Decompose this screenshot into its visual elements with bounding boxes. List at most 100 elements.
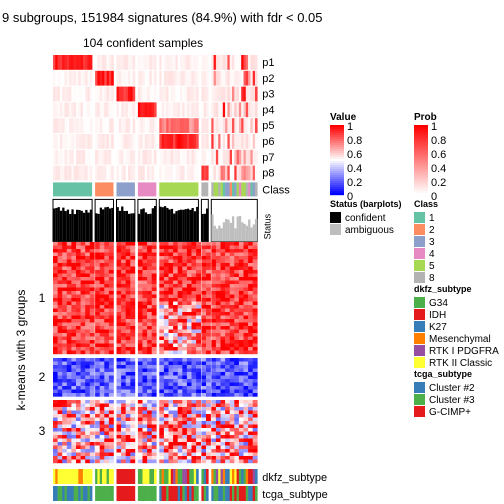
heatmap-cell: [80, 273, 86, 278]
tcga-cell: [222, 486, 226, 501]
prob-cell: [118, 165, 122, 181]
heatmap-cell: [116, 273, 122, 278]
heatmap-cell: [71, 459, 77, 464]
heatmap-cell: [211, 435, 217, 439]
prob-cell: [87, 86, 91, 102]
prob-cell: [170, 165, 174, 181]
heatmap-cell: [76, 273, 81, 278]
heatmap-cell: [229, 417, 235, 422]
prob-cell: [180, 86, 183, 102]
prob-cell: [170, 55, 174, 70]
heatmap-cell: [121, 379, 126, 383]
heatmap-cell: [76, 449, 81, 453]
heatmap-cell: [201, 270, 207, 274]
tcga-legend-swatch: [414, 382, 425, 393]
prob-cell: [248, 102, 251, 118]
heatmap-cell: [121, 336, 126, 341]
heatmap-cell: [248, 358, 253, 362]
heatmap-cell: [234, 294, 240, 299]
heatmap-cell: [229, 312, 235, 316]
prob-cell: [108, 165, 112, 181]
heatmap-cell: [85, 382, 91, 387]
heatmap-cell: [80, 358, 86, 362]
prob-cell: [238, 70, 242, 86]
heatmap-cell: [71, 403, 77, 408]
prob-cell: [130, 102, 133, 118]
heatmap-cell: [142, 407, 148, 411]
heatmap-cell: [229, 326, 235, 330]
heatmap-cell: [142, 340, 148, 344]
heatmap-cell: [151, 372, 157, 376]
status-bar: [173, 213, 176, 242]
heatmap-cell: [191, 329, 197, 334]
heatmap-cell: [95, 368, 100, 373]
heatmap-cell: [147, 245, 152, 250]
prob-cell: [69, 118, 72, 133]
heatmap-cell: [248, 263, 253, 267]
heatmap-cell: [215, 291, 221, 295]
heatmap-cell: [225, 259, 230, 264]
dkfz-cell: [159, 469, 162, 484]
heatmap-cell: [238, 280, 244, 285]
prob-track-label: p3: [262, 89, 274, 101]
heatmap-cell: [182, 386, 188, 390]
prob-cell: [241, 149, 244, 165]
prob-legend-title: Prob: [414, 112, 437, 123]
prob-legend-gradient-cell: [414, 139, 428, 142]
heatmap-cell: [206, 372, 211, 376]
prob-cell: [227, 149, 230, 165]
heatmap-cell: [80, 280, 86, 285]
prob-cell: [186, 102, 190, 118]
prob-cell: [173, 149, 176, 165]
tcga-cell: [102, 486, 105, 501]
heatmap-cell: [76, 372, 81, 376]
heatmap-cell: [121, 438, 126, 443]
heatmap-cell: [225, 280, 230, 285]
prob-cell: [175, 86, 178, 102]
prob-cell: [106, 102, 110, 118]
heatmap-cell: [211, 343, 217, 348]
heatmap-cell: [125, 319, 131, 323]
heatmap-cell: [248, 421, 253, 425]
heatmap-cell: [85, 435, 91, 439]
tcga-cell: [85, 486, 88, 501]
dkfz-cell: [149, 469, 152, 484]
heatmap-cell: [53, 365, 58, 369]
prob-cell: [71, 149, 74, 165]
heatmap-cell: [196, 256, 201, 260]
heatmap-cell: [159, 284, 165, 288]
heatmap-cell: [137, 312, 143, 316]
heatmap-cell: [89, 277, 95, 281]
heatmap-cell: [186, 368, 192, 373]
prob-cell: [180, 55, 183, 70]
prob-cell: [154, 70, 157, 86]
heatmap-cell: [151, 456, 157, 460]
heatmap-cell: [252, 284, 258, 288]
prob-cell: [71, 165, 74, 181]
heatmap-cell: [252, 350, 258, 355]
value-legend-gradient-cell: [330, 127, 344, 130]
status-bar: [108, 208, 112, 242]
heatmap-cell: [147, 386, 152, 390]
heatmap-cell: [71, 319, 77, 323]
heatmap-cell: [151, 287, 157, 292]
heatmap-cell: [89, 438, 95, 443]
heatmap-cell: [142, 372, 148, 376]
heatmap-cell: [243, 259, 249, 264]
prob-cell: [232, 55, 235, 70]
heatmap-cell: [71, 372, 77, 376]
prob-cell: [213, 102, 217, 118]
heatmap-cell: [168, 368, 174, 373]
class-cell: [159, 182, 199, 197]
heatmap-cell: [206, 315, 211, 320]
prob-cell: [140, 165, 143, 181]
heatmap-cell: [243, 442, 249, 446]
dkfz-cell: [147, 469, 150, 484]
heatmap-cell: [196, 375, 201, 380]
heatmap-cell: [163, 372, 169, 376]
heatmap-cell: [57, 291, 63, 295]
heatmap-cell: [252, 256, 258, 260]
heatmap-cell: [196, 424, 201, 429]
heatmap-cell: [142, 386, 148, 390]
prob-cell: [163, 102, 167, 118]
